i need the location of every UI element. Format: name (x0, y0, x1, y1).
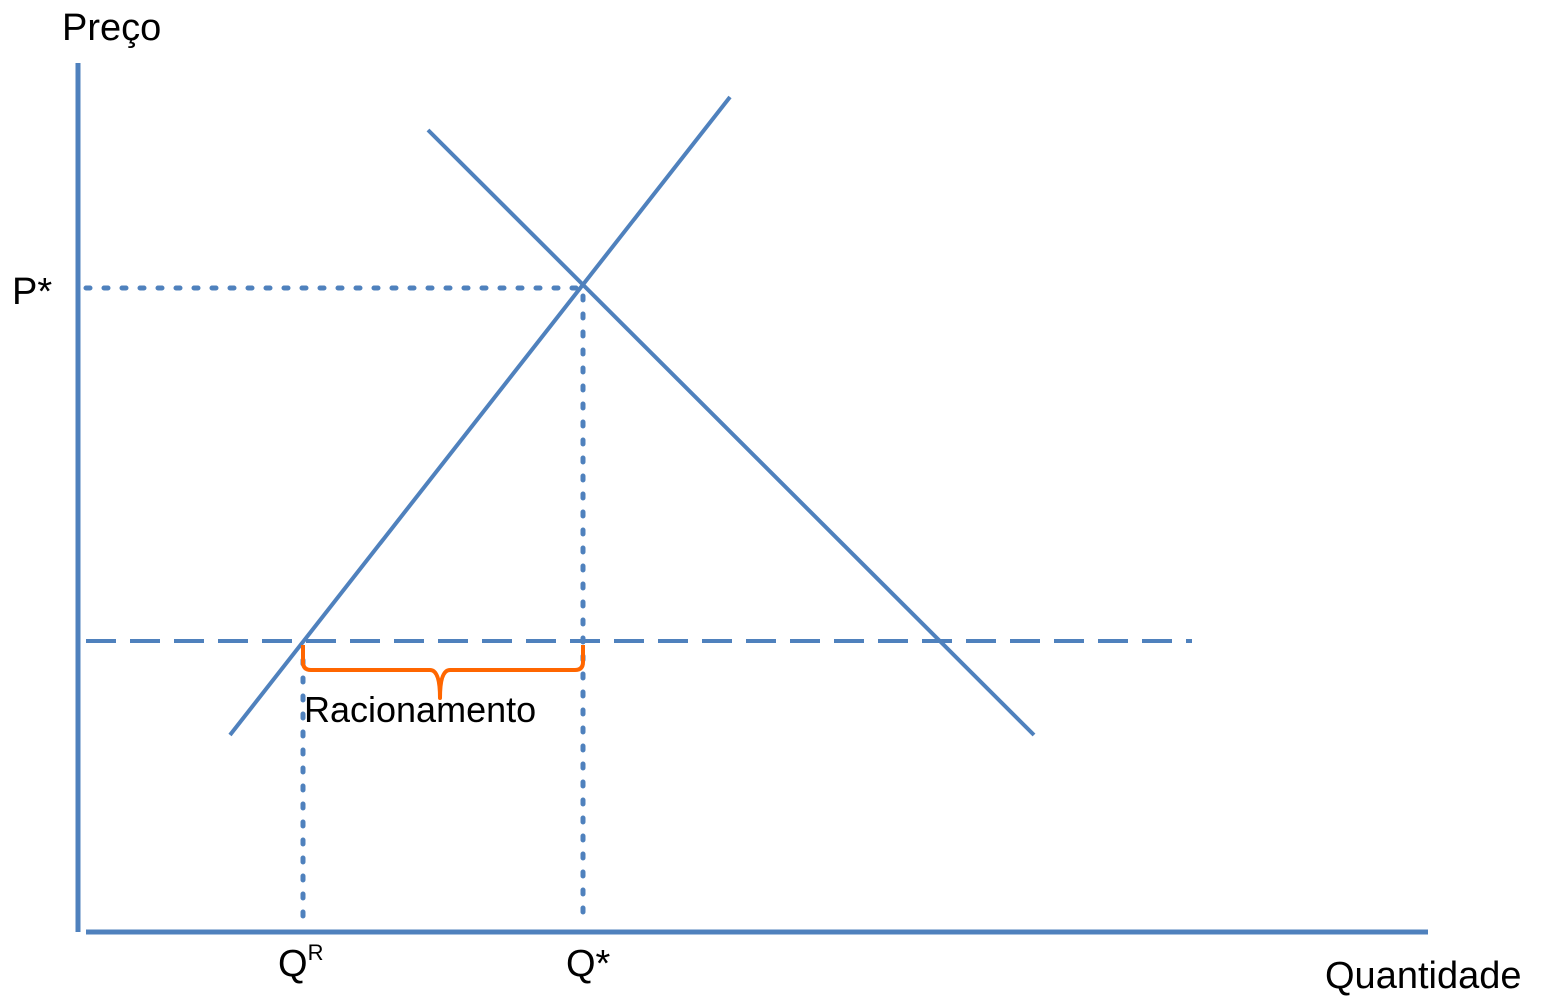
q-r-label: QR (278, 940, 323, 985)
rationing-label: Racionamento (304, 689, 536, 730)
demand-curve (426, 128, 1036, 737)
q-r-base: Q (278, 943, 308, 985)
q-r-superscript: R (308, 940, 324, 965)
rationing-brace (301, 645, 585, 700)
q-star-label: Q* (566, 943, 611, 985)
y-axis-label: Preço (62, 7, 161, 49)
supply-curve (228, 95, 732, 737)
x-axis-label: Quantidade (1325, 955, 1522, 997)
p-star-label: P* (12, 271, 52, 313)
